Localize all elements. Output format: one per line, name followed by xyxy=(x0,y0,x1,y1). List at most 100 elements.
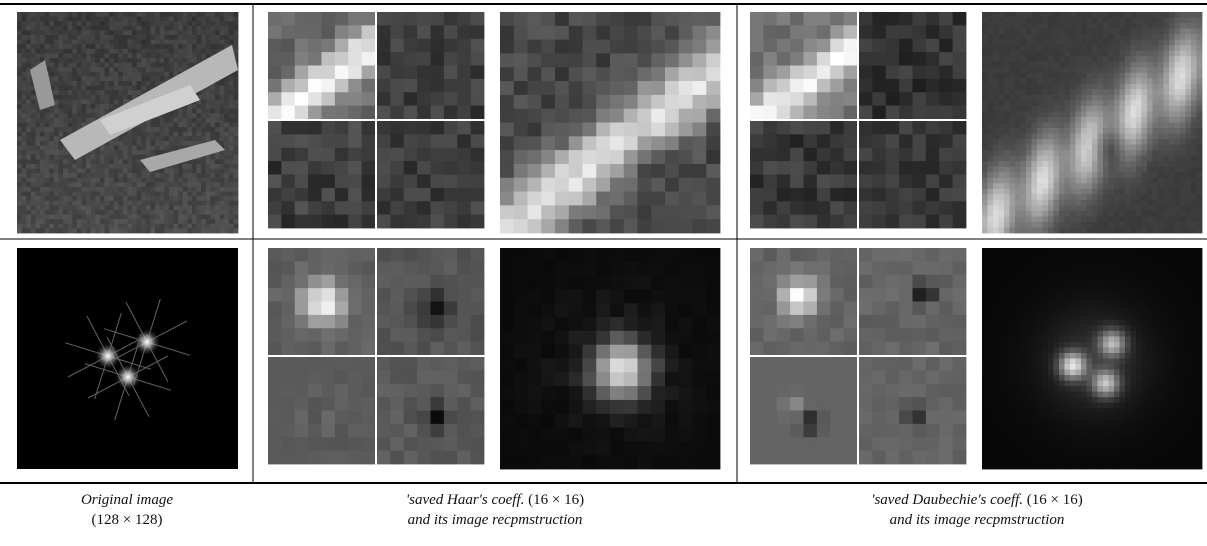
pixel xyxy=(206,192,211,197)
pixel xyxy=(596,386,610,400)
pixel xyxy=(404,261,418,275)
pixel xyxy=(1070,84,1076,90)
pixel xyxy=(1142,84,1148,90)
pixel xyxy=(638,441,652,455)
pixel xyxy=(1186,172,1192,178)
pixel xyxy=(45,201,50,206)
pixel xyxy=(1142,189,1148,195)
pixel xyxy=(295,275,309,289)
pixel xyxy=(49,58,54,63)
pixel xyxy=(514,178,528,192)
pixel xyxy=(348,175,362,189)
pixel xyxy=(224,164,229,169)
pixel xyxy=(281,424,295,438)
pixel xyxy=(1059,12,1065,18)
pixel xyxy=(471,315,485,329)
pixel xyxy=(1054,106,1060,112)
pixel xyxy=(206,35,211,40)
pixel xyxy=(514,109,528,123)
pixel xyxy=(471,397,485,411)
pixel xyxy=(982,56,988,62)
pixel xyxy=(1131,134,1137,140)
pixel xyxy=(26,86,31,91)
pixel xyxy=(899,148,913,162)
pixel xyxy=(763,39,777,53)
pixel xyxy=(35,182,40,187)
pixel xyxy=(1191,189,1197,195)
pixel xyxy=(1125,62,1131,68)
pixel xyxy=(17,228,22,233)
pixel xyxy=(68,118,73,123)
pixel xyxy=(1048,73,1054,79)
pixel xyxy=(322,248,336,262)
pixel xyxy=(583,386,597,400)
pixel xyxy=(58,81,63,86)
pixel xyxy=(1191,45,1197,51)
pixel xyxy=(679,345,693,359)
pixel xyxy=(72,192,77,197)
pixel-image xyxy=(377,12,484,119)
pixel xyxy=(763,12,777,26)
pixel xyxy=(141,21,146,26)
pixel xyxy=(215,164,220,169)
pixel xyxy=(81,113,86,118)
pixel xyxy=(155,141,160,146)
pixel xyxy=(295,66,309,80)
pixel xyxy=(541,26,555,40)
pixel xyxy=(1048,29,1054,35)
pixel xyxy=(1076,111,1082,117)
pixel xyxy=(26,127,31,132)
pixel xyxy=(123,76,128,81)
pixel xyxy=(913,106,927,120)
pixel xyxy=(308,161,322,175)
pixel xyxy=(982,29,988,35)
pixel xyxy=(706,95,720,109)
pixel xyxy=(457,39,471,53)
pixel xyxy=(500,26,514,40)
pixel xyxy=(174,169,179,174)
pixel xyxy=(993,183,999,189)
pixel xyxy=(1098,23,1104,29)
pixel xyxy=(1010,95,1016,101)
pixel xyxy=(1098,111,1104,117)
pixel xyxy=(72,219,77,224)
pixel xyxy=(155,182,160,187)
pixel xyxy=(1142,117,1148,123)
pixel xyxy=(913,201,927,215)
pixel xyxy=(1147,78,1153,84)
pixel xyxy=(1087,134,1093,140)
pixel xyxy=(1114,73,1120,79)
pixel xyxy=(417,12,431,26)
pixel xyxy=(377,12,391,26)
pixel xyxy=(1147,84,1153,90)
pixel xyxy=(123,49,128,54)
pixel xyxy=(123,21,128,26)
pixel xyxy=(132,67,137,72)
pixel xyxy=(1125,111,1131,117)
pixel xyxy=(72,99,77,104)
pixel xyxy=(706,289,720,303)
pixel xyxy=(322,411,336,425)
pixel xyxy=(17,35,22,40)
pixel xyxy=(104,35,109,40)
pixel xyxy=(528,359,542,373)
pixel xyxy=(1186,189,1192,195)
pixel xyxy=(679,441,693,455)
pixel xyxy=(123,155,128,160)
pixel xyxy=(1191,100,1197,106)
pixel xyxy=(1087,172,1093,178)
pixel xyxy=(1092,29,1098,35)
pixel xyxy=(77,17,82,22)
pixel xyxy=(993,139,999,145)
pixel xyxy=(1164,62,1170,68)
pixel xyxy=(1191,12,1197,18)
pixel xyxy=(187,17,192,22)
pixel xyxy=(471,342,485,356)
pixel xyxy=(1065,156,1071,162)
pixel xyxy=(281,121,295,135)
pixel xyxy=(348,397,362,411)
pixel xyxy=(1180,51,1186,57)
pixel xyxy=(886,25,900,39)
pixel xyxy=(1175,178,1181,184)
pixel xyxy=(1164,189,1170,195)
